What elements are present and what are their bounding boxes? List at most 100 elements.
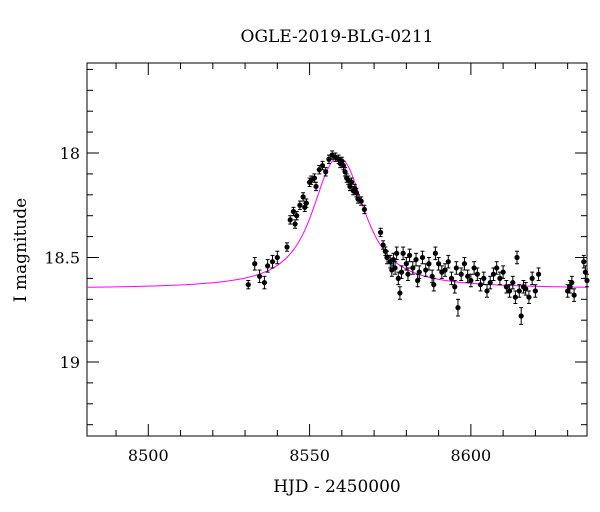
data-point: [261, 279, 268, 286]
axis-ticks: [87, 63, 587, 436]
data-point: [429, 273, 435, 279]
data-point: [497, 275, 503, 281]
data-point: [380, 242, 386, 248]
data-point: [415, 277, 421, 284]
data-point: [423, 267, 429, 273]
data-point: [582, 269, 588, 275]
data-point: [319, 162, 326, 169]
data-point: [477, 282, 484, 288]
data-point: [426, 261, 432, 267]
data-point: [526, 294, 532, 300]
data-point: [514, 254, 520, 261]
data-point: [481, 275, 487, 281]
data-point: [245, 282, 251, 288]
data-point: [384, 254, 390, 261]
data-point: [445, 259, 451, 265]
data-point: [348, 179, 355, 185]
data-point: [468, 277, 474, 284]
data-point: [453, 265, 459, 271]
data-point: [252, 261, 258, 267]
data-point: [326, 156, 332, 162]
data-point: [358, 198, 364, 204]
data-point: [571, 292, 577, 298]
data-point: [353, 190, 359, 196]
data-point: [269, 259, 276, 265]
data-point: [471, 265, 477, 271]
data-point: [405, 271, 411, 277]
data-point: [413, 256, 419, 263]
data-point: [340, 162, 347, 169]
data-point: [287, 217, 293, 223]
data-point: [581, 259, 587, 265]
y-tick-label: 18: [60, 144, 80, 163]
data-point: [397, 290, 403, 296]
data-point: [510, 279, 516, 286]
tick-labels: 8500 8550 8600 18 18.5 19: [44, 144, 491, 465]
data-point: [398, 269, 405, 275]
data-point: [452, 284, 458, 290]
data-point: [311, 175, 318, 181]
data-point: [484, 288, 490, 294]
data-point: [465, 273, 471, 279]
data-point: [474, 271, 480, 277]
data-point: [390, 256, 397, 263]
data-point: [516, 288, 522, 294]
x-tick-label: 8600: [451, 446, 492, 465]
data-point: [529, 275, 535, 281]
data-point: [284, 244, 290, 250]
data-point: [512, 294, 518, 300]
x-axis-label: HJD - 2450000: [273, 477, 401, 497]
plot-frame: [86, 62, 588, 437]
data-point: [455, 305, 461, 311]
y-tick-label: 18.5: [44, 249, 80, 268]
data-point: [565, 288, 571, 294]
data-point: [461, 261, 468, 267]
data-point: [567, 284, 573, 290]
data-point: [432, 250, 438, 256]
data-point: [395, 275, 401, 281]
plot-area: [86, 150, 590, 325]
chart-title: OGLE-2019-BLG-0211: [241, 27, 434, 47]
data-point: [416, 269, 422, 275]
data-point: [297, 202, 303, 208]
data-point: [442, 267, 448, 273]
data-point: [536, 271, 542, 277]
data-point: [394, 250, 400, 256]
data-point: [419, 254, 426, 261]
data-point: [256, 273, 263, 279]
data-point: [292, 221, 298, 227]
data-point: [406, 252, 413, 259]
data-point: [392, 265, 398, 271]
data-point: [448, 275, 455, 281]
data-point: [313, 183, 319, 190]
x-tick-label: 8500: [128, 446, 169, 465]
data-point: [490, 271, 497, 277]
model-curve: [86, 156, 588, 288]
data-point: [506, 288, 513, 294]
data-point: [436, 261, 442, 267]
data-point: [294, 213, 300, 219]
data-point: [523, 286, 529, 292]
data-point: [323, 169, 329, 175]
data-point: [494, 265, 500, 271]
data-point: [569, 279, 575, 286]
data-point: [274, 254, 280, 261]
data-point: [377, 229, 384, 236]
data-point: [342, 169, 348, 175]
data-point: [316, 167, 322, 173]
data-point: [487, 279, 493, 286]
data-point: [458, 271, 464, 277]
data-point: [532, 288, 538, 294]
data-point: [431, 282, 437, 288]
data-point: [403, 261, 409, 267]
data-point: [400, 250, 406, 256]
data-point: [265, 263, 271, 269]
y-axis-label: I magnitude: [11, 198, 31, 302]
data-point: [503, 284, 509, 290]
data-point: [500, 269, 506, 275]
data-point: [361, 206, 368, 213]
data-point: [303, 200, 309, 206]
x-tick-label: 8550: [289, 446, 330, 465]
data-point: [290, 208, 297, 215]
